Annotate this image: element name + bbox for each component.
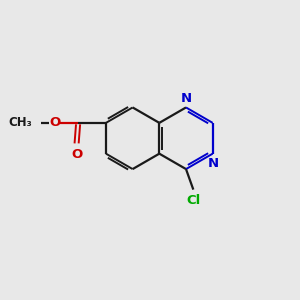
Text: O: O — [50, 116, 61, 129]
Text: O: O — [71, 148, 82, 161]
Text: CH₃: CH₃ — [8, 116, 32, 129]
Text: Cl: Cl — [186, 194, 200, 207]
Text: N: N — [181, 92, 192, 104]
Text: N: N — [208, 157, 219, 169]
